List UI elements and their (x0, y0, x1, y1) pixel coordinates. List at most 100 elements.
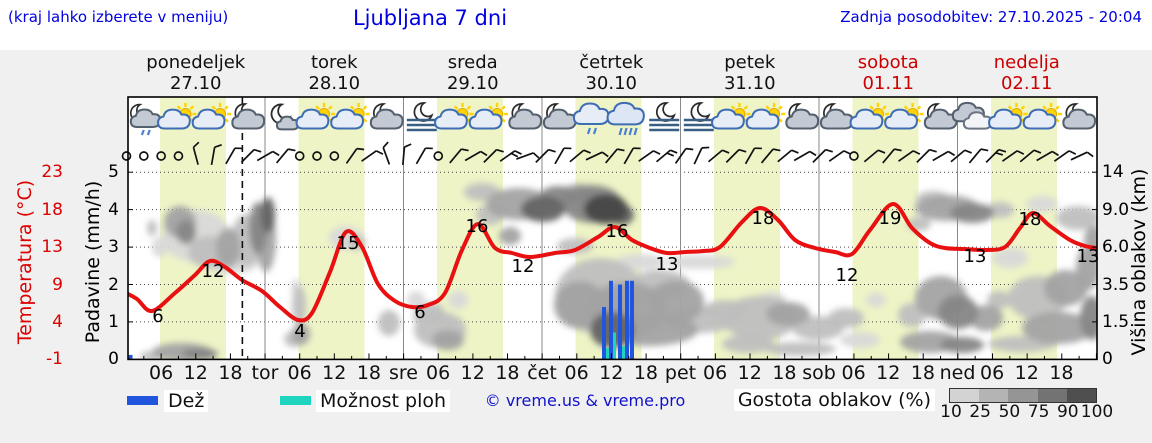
sun-ray (488, 105, 493, 110)
cloud-cover-layer (140, 183, 1097, 360)
cloud-blob (764, 342, 836, 356)
temp-value-label: 6 (414, 302, 425, 323)
wind-barb-icon (192, 141, 200, 165)
calm-wind-icon (294, 151, 305, 161)
cloud-density-segment (1008, 389, 1038, 402)
cloud-shape (157, 108, 191, 130)
wind-barb-icon (932, 150, 956, 162)
weather-icon-sun-cloud (1022, 103, 1063, 130)
wind-barb-icon (449, 148, 469, 164)
sun-ray (349, 105, 355, 110)
wind-barb-icon (623, 147, 641, 165)
cloud-blob (987, 291, 1011, 309)
weather-icon-sun-cloud (884, 103, 924, 130)
precip-tick-3: 3 (108, 237, 119, 258)
wind-barb-icon (985, 148, 1007, 163)
x-label-day: pet (664, 362, 697, 384)
wind-barb-icon (950, 149, 972, 163)
calm-wind-icon (156, 151, 166, 161)
cloud-blob (432, 330, 464, 350)
rain-drop (623, 127, 628, 136)
weather-icon-fog-moon (683, 102, 714, 132)
wind-barb-icon (693, 146, 710, 165)
wind-barb-icon (638, 150, 661, 162)
sun-ray (1007, 105, 1013, 110)
temp-value-label: 13 (964, 246, 987, 267)
x-label: 06 (564, 362, 589, 384)
cloud-shape (711, 108, 745, 130)
rain-drop (592, 127, 598, 135)
x-label-day: sre (389, 362, 418, 384)
weather-icon-moon-cloud (819, 103, 854, 130)
cloud-shape (884, 108, 918, 130)
calm-wind-icon (433, 151, 444, 161)
wind-barb-icon (1036, 150, 1059, 162)
wind-barb-icon (345, 147, 365, 164)
precip-tick-4: 4 (108, 199, 119, 220)
sun-ray (362, 105, 368, 110)
wind-barb-icon (569, 149, 591, 163)
cloud-blob (378, 310, 400, 336)
last-update-text: Zadnja posodobitev: 27.10.2025 - 20:04 (840, 8, 1142, 26)
wind-barb-icon (793, 150, 817, 162)
wind-barb-icon (275, 148, 296, 164)
cloud-blob (147, 220, 157, 236)
cloud-density-label: Gostota oblakov (%) (733, 389, 935, 411)
cloud-blob (261, 197, 275, 233)
weather-icon-heavy-rain (606, 101, 645, 136)
sun-ray (224, 118, 229, 123)
cloud-blob (448, 291, 468, 309)
cloud-density-segment (950, 389, 980, 402)
sun-ray (1020, 105, 1026, 110)
wind-barb-icon (1001, 150, 1025, 162)
cloud-blob (292, 286, 306, 326)
cloud-blob (499, 227, 521, 245)
cloud-blob (521, 196, 565, 222)
sun-ray (362, 118, 368, 123)
weather-icon-moon-cloud (369, 103, 404, 130)
sun-ray (765, 105, 770, 110)
cloud-shape (988, 108, 1022, 130)
rain-legend-swatch (127, 396, 158, 405)
rain-bar (625, 280, 629, 360)
weather-icon-moon-cloud (231, 103, 266, 130)
cloud-scale-num-10: 10 (940, 402, 962, 422)
rain-drop (140, 129, 145, 136)
sun-ray (224, 105, 229, 110)
calm-wind-icon (329, 151, 340, 161)
cloud-shape (1062, 108, 1097, 130)
wind-barb-icon (707, 149, 730, 163)
x-label: 12 (599, 362, 624, 384)
temp-tick-13: 13 (41, 237, 63, 258)
precip-tick-2: 2 (108, 274, 119, 295)
calm-wind-icon (849, 151, 859, 161)
x-label-day: sob (802, 362, 836, 384)
wind-barb-icon (225, 147, 243, 165)
x-label: 18 (772, 362, 797, 384)
cloud-shape (191, 108, 226, 130)
shower-bar (612, 332, 616, 360)
x-label: 12 (876, 362, 901, 384)
sun-ray (328, 105, 333, 110)
day-header-torek: torek 28.10 (308, 52, 361, 94)
weather-icon-sun-cloud (849, 103, 889, 130)
cloud-shape (849, 108, 884, 130)
cloud-blob (152, 237, 168, 257)
rain-drop (586, 127, 592, 135)
sun-ray (315, 105, 320, 110)
cloud-density-segment (1066, 389, 1097, 402)
precip-tick-1: 1 (108, 311, 119, 332)
wind-barb-icon (828, 150, 851, 162)
x-label: 18 (218, 362, 243, 384)
credit-link[interactable]: © vreme.us & vreme.pro (484, 391, 686, 410)
wind-barb-icon (812, 148, 833, 163)
temperature-curve (128, 202, 1097, 323)
x-label: 18 (356, 362, 381, 384)
wind-barb-icon (605, 148, 625, 164)
cloud-shape (231, 108, 266, 130)
temp-value-label: 16 (466, 216, 489, 237)
calm-wind-icon (138, 151, 149, 161)
moon-crescent (413, 102, 434, 122)
wind-barb-icon (1019, 149, 1042, 163)
wind-barb-icon (863, 149, 886, 163)
